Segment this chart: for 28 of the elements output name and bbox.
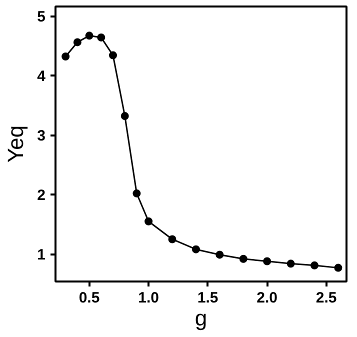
point (85, 32, 94, 40)
point (73, 38, 82, 46)
point (239, 254, 248, 263)
point (286, 260, 295, 268)
point (263, 257, 272, 266)
y-tick-label: 5 (37, 8, 46, 26)
x-tick-label: 2.0 (256, 290, 278, 306)
point (120, 112, 129, 120)
y-tick-label: 4 (37, 68, 46, 86)
y-tick-label: 2 (37, 187, 46, 204)
point (310, 261, 318, 270)
point (144, 217, 153, 226)
x-tick-label: 1.5 (197, 290, 218, 306)
y-tick-label: 1 (37, 246, 46, 264)
point (62, 52, 70, 60)
y-tick-label: 3 (37, 128, 46, 145)
point (168, 235, 176, 244)
point (216, 250, 224, 259)
x-tick-label: 2.5 (316, 290, 337, 306)
x-axis-title: g (194, 306, 208, 330)
point (132, 189, 141, 198)
x-tick-label: 0.5 (78, 290, 100, 306)
y-axis-title: Yeq (3, 125, 28, 163)
point (97, 33, 106, 42)
point (192, 245, 200, 254)
point (108, 51, 117, 60)
point (334, 264, 342, 272)
x-tick-label: 1.0 (138, 290, 159, 306)
